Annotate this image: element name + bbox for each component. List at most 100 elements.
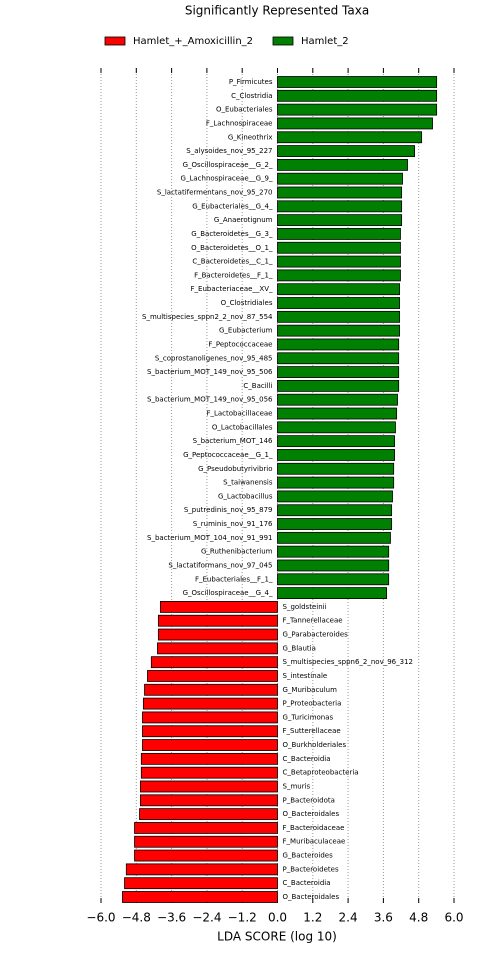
bar	[277, 76, 438, 88]
legend-swatch	[104, 36, 126, 46]
bar	[277, 255, 401, 268]
category-label: F_Tannerellaceae	[283, 617, 343, 625]
category-label: G_Eubacterium	[219, 327, 273, 335]
category-label: O_Burkholderiales	[283, 741, 347, 749]
x-tick-label: 6.0	[444, 911, 463, 925]
category-label: S_lactatiformans_nov_97_045	[168, 561, 272, 569]
category-label: S_coprostanoligenes_nov_95_485	[155, 354, 273, 362]
category-label: P_Firmicutes	[229, 78, 273, 86]
bar	[277, 421, 396, 434]
category-label: C_Bacteroidetes__C_1_	[192, 258, 273, 266]
bar	[157, 614, 278, 627]
bar	[142, 697, 278, 710]
category-label: S_bacterium_MOT_104_nov_91_991	[147, 534, 272, 542]
x-tick-label: −2.4	[192, 911, 221, 925]
bar	[277, 435, 395, 448]
x-tick-label: 2.4	[339, 911, 358, 925]
bar	[134, 849, 278, 862]
bar	[122, 891, 278, 903]
bar	[277, 172, 403, 185]
category-label: S_taiwanensis	[223, 479, 273, 487]
x-tick-label: 3.6	[374, 911, 393, 925]
bar	[277, 324, 400, 337]
bar	[277, 573, 390, 586]
x-tick-label: 1.2	[303, 911, 322, 925]
bar	[277, 379, 400, 392]
bar	[277, 283, 400, 296]
bar	[277, 531, 391, 544]
bar	[144, 683, 278, 696]
category-label: C_Bacilli	[243, 382, 272, 390]
x-axis-label: LDA SCORE (log 10)	[217, 930, 337, 944]
bar	[134, 835, 278, 848]
category-label: F_Eubacteriales__F_1_	[195, 575, 273, 583]
category-label: O_Eubacteriales	[216, 106, 273, 114]
category-label: G_Eubacteriales__G_4_	[192, 202, 273, 210]
chart-title: Significantly Represented Taxa	[185, 4, 369, 18]
bar	[277, 89, 438, 102]
category-label: G_Oscillospiraceae__G_2_	[183, 161, 273, 169]
category-label: F_Sutterellaceae	[283, 727, 341, 735]
bar	[142, 725, 278, 738]
bar	[277, 158, 408, 171]
x-tick-label: −4.8	[122, 911, 151, 925]
bar	[134, 822, 278, 834]
bar	[277, 587, 388, 600]
category-label: O_Clostridiales	[221, 299, 273, 307]
bar	[277, 449, 395, 461]
bar	[140, 794, 278, 807]
category-label: S_putredinis_nov_95_879	[184, 506, 273, 514]
x-tick-label: −1.2	[228, 911, 257, 925]
bar	[277, 117, 433, 130]
x-tick-label: −3.6	[157, 911, 186, 925]
bar	[277, 518, 393, 530]
category-label: F_Eubacteriaceae__XV_	[191, 285, 273, 293]
category-label: S_alysoides_nov_95_227	[186, 147, 272, 155]
category-label: S_intestinale	[283, 672, 328, 680]
bar	[277, 393, 398, 406]
category-label: S_bacterium_MOT_146	[193, 437, 273, 445]
category-label: P_Bacteroidota	[283, 796, 335, 804]
bar	[277, 366, 400, 378]
bar	[277, 103, 438, 116]
category-label: G_Lactobacillus	[218, 492, 273, 500]
x-tick-label: 0.0	[268, 911, 287, 925]
bar	[157, 628, 278, 641]
category-label: C_Bacteroidia	[283, 755, 331, 763]
bar	[277, 241, 401, 254]
bar	[277, 338, 400, 351]
bar	[277, 476, 395, 489]
category-label: G_Peptococcaceae__G_1_	[183, 451, 273, 459]
bar	[140, 780, 278, 793]
bar	[157, 642, 278, 655]
category-label: S_lactatifermentans_nov_95_270	[157, 189, 273, 197]
category-label: O_Bacteroidales	[283, 810, 340, 818]
bar	[277, 297, 400, 309]
category-label: S_bacterium_MOT_149_nov_95_506	[147, 368, 273, 376]
category-label: C_Clostridia	[231, 92, 272, 100]
bar	[140, 752, 278, 765]
category-label: G_Kineothrix	[228, 133, 273, 141]
category-label: F_Bacteroidaceae	[283, 824, 345, 832]
category-label: C_Betaproteobacteria	[283, 769, 359, 777]
category-label: G_Turicimonas	[283, 713, 334, 721]
category-label: O_Lactobacillales	[212, 423, 273, 431]
category-label: G_Oscillospiraceae__G_4_	[183, 589, 273, 597]
bar	[125, 863, 278, 876]
bar	[277, 407, 398, 420]
bar	[140, 766, 278, 779]
category-label: G_Muribaculum	[283, 686, 338, 694]
legend-swatch	[272, 36, 294, 46]
bar	[277, 310, 400, 323]
bar	[277, 228, 401, 240]
legend-label: Hamlet_2	[301, 36, 349, 47]
category-label: S_multispecies_sppn6_2_nov_96_312	[283, 658, 413, 666]
category-label: G_Blautia	[283, 644, 316, 652]
bar	[277, 269, 401, 282]
category-label: G_Anaerotignum	[214, 216, 273, 224]
bar	[277, 559, 390, 572]
bar	[150, 656, 278, 669]
category-label: G_Parabacteroides	[283, 631, 349, 639]
category-label: O_Bacteroidetes__O_1_	[191, 244, 273, 252]
